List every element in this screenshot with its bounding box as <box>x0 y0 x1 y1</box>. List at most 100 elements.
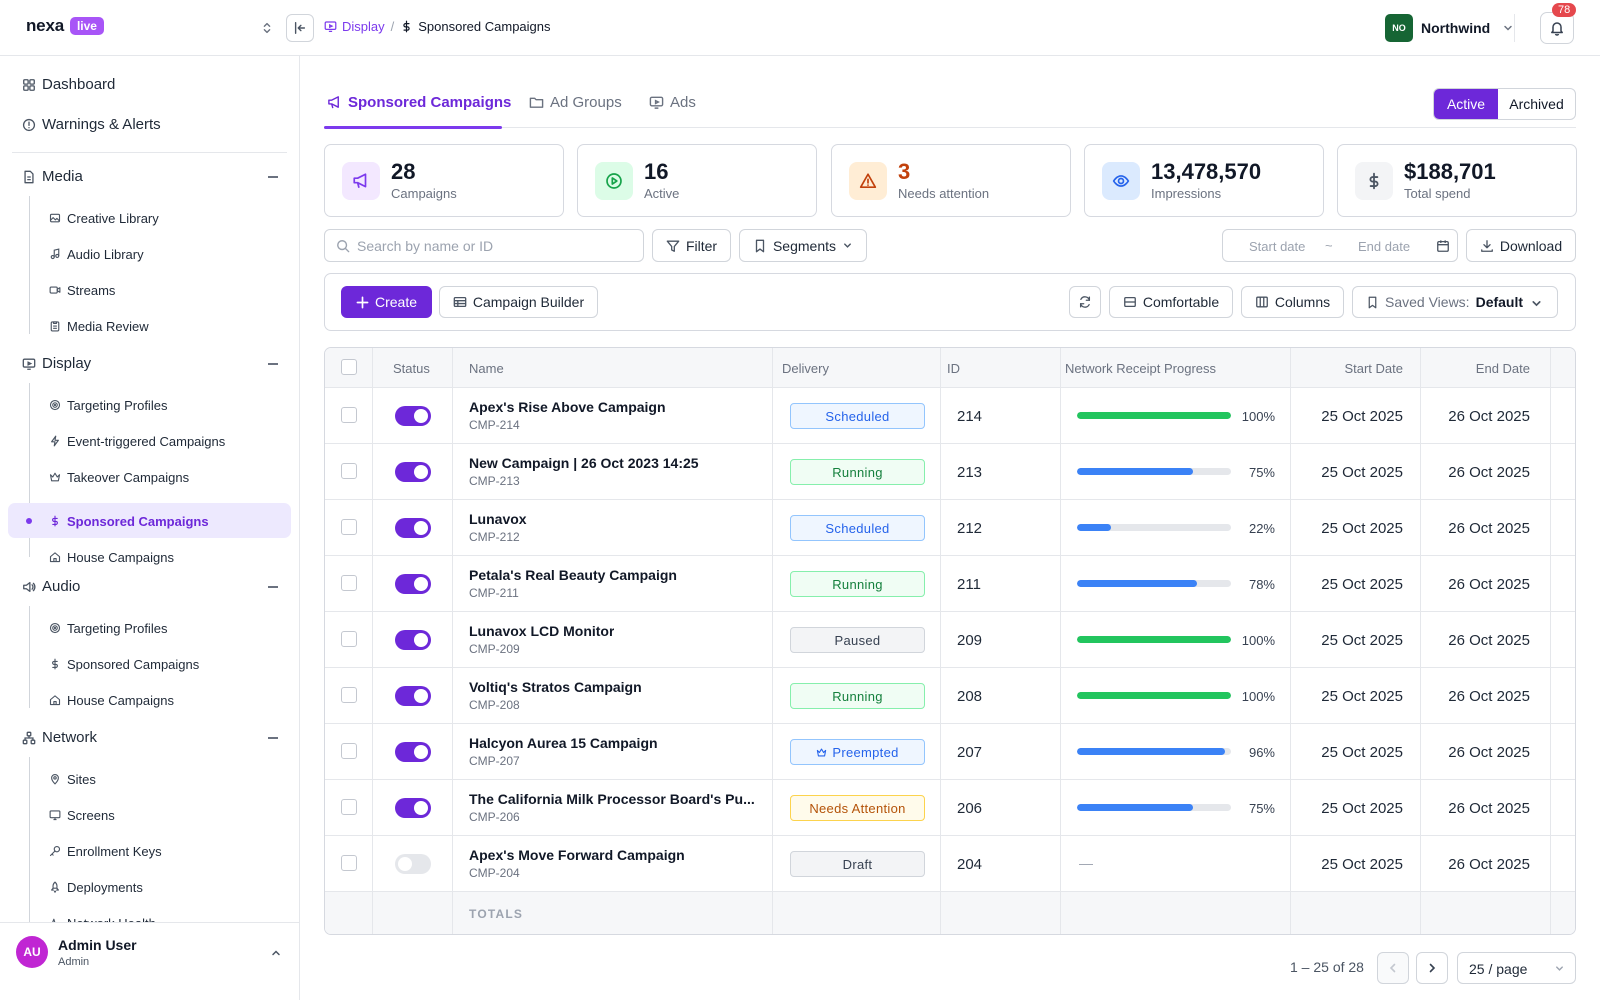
table-row[interactable]: Apex's Move Forward Campaign CMP-204 Draft… <box>325 836 1575 892</box>
table-row[interactable]: Apex's Rise Above Campaign CMP-214 Schedul… <box>325 388 1575 444</box>
segments-dropdown[interactable]: Segments <box>739 229 867 262</box>
row-checkbox[interactable] <box>341 463 357 479</box>
page-size-select[interactable]: 25 / page <box>1457 952 1576 984</box>
organization-switcher[interactable]: NO Northwind <box>1385 14 1514 42</box>
start-date-field[interactable]: Start date <box>1249 239 1306 254</box>
select-all-checkbox[interactable] <box>341 359 357 375</box>
status-toggle[interactable] <box>395 686 431 706</box>
table-row[interactable]: Petala's Real Beauty Campaign CMP-211 Runn… <box>325 556 1575 612</box>
saved-views-dropdown[interactable]: Saved Views: Default <box>1352 286 1558 318</box>
column-header-status[interactable]: Status <box>393 361 430 376</box>
column-header-end-date[interactable]: End Date <box>1475 361 1530 376</box>
sidebar-section-display[interactable]: Display <box>22 355 282 372</box>
collapse-section-icon[interactable] <box>268 363 278 365</box>
sidebar-item-audio-house-campaigns[interactable]: House Campaigns <box>49 690 174 710</box>
tab-sponsored-campaigns[interactable]: Sponsored Campaigns <box>327 94 511 111</box>
table-row[interactable]: Halcyon Aurea 15 Campaign CMP-207 Preempte… <box>325 724 1575 780</box>
sidebar-section-network[interactable]: Network <box>22 729 282 746</box>
refresh-button[interactable] <box>1069 286 1101 318</box>
column-header-progress[interactable]: Network Receipt Progress <box>1065 361 1216 376</box>
campaign-name[interactable]: Halcyon Aurea 15 Campaign <box>469 735 658 751</box>
progress-percent: 75% <box>1248 801 1275 816</box>
status-toggle[interactable] <box>395 406 431 426</box>
download-button[interactable]: Download <box>1466 229 1576 262</box>
sidebar-section-audio[interactable]: Audio <box>22 578 282 595</box>
segment-active[interactable]: Active <box>1434 89 1498 119</box>
sidebar-item-audio-library[interactable]: Audio Library <box>49 244 144 264</box>
sidebar-item-streams[interactable]: Streams <box>49 280 115 300</box>
column-header-name[interactable]: Name <box>469 361 504 376</box>
campaign-name[interactable]: Lunavox LCD Monitor <box>469 623 615 639</box>
tab-ad-groups[interactable]: Ad Groups <box>529 94 622 111</box>
breadcrumb-display[interactable]: Display <box>324 19 385 34</box>
end-date-field[interactable]: End date <box>1358 239 1411 254</box>
segment-archived[interactable]: Archived <box>1509 96 1564 112</box>
tab-ads[interactable]: Ads <box>649 94 696 111</box>
collapse-section-icon[interactable] <box>268 586 278 588</box>
row-checkbox[interactable] <box>341 855 357 871</box>
campaign-builder-button[interactable]: Campaign Builder <box>439 286 598 318</box>
progress-percent: 22% <box>1248 521 1275 536</box>
sidebar-item-media-review[interactable]: Media Review <box>49 316 149 336</box>
status-toggle[interactable] <box>395 574 431 594</box>
sidebar-item-audio-targeting-profiles[interactable]: Targeting Profiles <box>49 618 167 638</box>
row-checkbox[interactable] <box>341 407 357 423</box>
filter-button[interactable]: Filter <box>652 229 731 262</box>
campaign-name[interactable]: The California Milk Processor Board's Pu… <box>469 791 755 807</box>
campaign-name[interactable]: Voltiq's Stratos Campaign <box>469 679 642 695</box>
row-checkbox[interactable] <box>341 631 357 647</box>
sidebar-item-audio-sponsored-campaigns[interactable]: Sponsored Campaigns <box>49 654 199 674</box>
table-row[interactable]: New Campaign | 26 Oct 2023 14:25 CMP-213 R… <box>325 444 1575 500</box>
sidebar-item-display-house-campaigns[interactable]: House Campaigns <box>49 547 174 567</box>
sidebar-item-display-targeting-profiles[interactable]: Targeting Profiles <box>49 395 167 415</box>
status-toggle[interactable] <box>395 854 431 874</box>
sidebar-item-event-triggered-campaigns[interactable]: Event-triggered Campaigns <box>49 431 225 451</box>
tab-label: Sponsored Campaigns <box>348 94 512 111</box>
columns-button[interactable]: Columns <box>1241 286 1344 318</box>
collapse-section-icon[interactable] <box>268 176 278 178</box>
previous-page-button[interactable] <box>1377 952 1409 984</box>
sidebar-item-screens[interactable]: Screens <box>49 805 115 825</box>
campaign-name[interactable]: Apex's Rise Above Campaign <box>469 399 666 415</box>
table-row[interactable]: Voltiq's Stratos Campaign CMP-208 Running 2… <box>325 668 1575 724</box>
row-checkbox[interactable] <box>341 743 357 759</box>
search-input[interactable] <box>357 231 637 260</box>
column-header-id[interactable]: ID <box>947 361 960 376</box>
campaign-name[interactable]: Apex's Move Forward Campaign <box>469 847 685 863</box>
row-checkbox[interactable] <box>341 519 357 535</box>
create-button[interactable]: Create <box>341 286 432 318</box>
sidebar-item-deployments[interactable]: Deployments <box>49 877 143 897</box>
sidebar-item-takeover-campaigns[interactable]: Takeover Campaigns <box>49 467 189 487</box>
column-header-delivery[interactable]: Delivery <box>782 361 829 376</box>
sidebar-item-dashboard[interactable]: Dashboard <box>22 76 115 93</box>
status-toggle[interactable] <box>395 462 431 482</box>
date-range-picker[interactable]: Start date ~ End date <box>1222 229 1458 262</box>
sidebar-item-sites[interactable]: Sites <box>49 769 96 789</box>
density-button[interactable]: Comfortable <box>1109 286 1233 318</box>
campaign-name[interactable]: Petala's Real Beauty Campaign <box>469 567 677 583</box>
sidebar-item-display-sponsored-campaigns[interactable]: Sponsored Campaigns <box>49 511 209 531</box>
row-checkbox[interactable] <box>341 687 357 703</box>
campaign-name[interactable]: Lunavox <box>469 511 527 527</box>
row-checkbox[interactable] <box>341 575 357 591</box>
status-toggle[interactable] <box>395 798 431 818</box>
campaign-name[interactable]: New Campaign | 26 Oct 2023 14:25 <box>469 455 699 471</box>
collapse-section-icon[interactable] <box>268 737 278 739</box>
brand[interactable]: nexa live <box>26 16 104 36</box>
user-menu[interactable]: AU Admin User Admin <box>0 922 299 1000</box>
sidebar-item-creative-library[interactable]: Creative Library <box>49 208 159 228</box>
status-toggle[interactable] <box>395 742 431 762</box>
row-checkbox[interactable] <box>341 799 357 815</box>
table-row[interactable]: Lunavox LCD Monitor CMP-209 Paused 209 100% 2… <box>325 612 1575 668</box>
next-page-button[interactable] <box>1416 952 1448 984</box>
switch-workspace-icon[interactable] <box>260 20 274 36</box>
table-row[interactable]: Lunavox CMP-212 Scheduled 212 22% 25 Oct 2025… <box>325 500 1575 556</box>
table-row[interactable]: The California Milk Processor Board's Pu… <box>325 780 1575 836</box>
sidebar-item-enrollment-keys[interactable]: Enrollment Keys <box>49 841 162 861</box>
sidebar-section-media[interactable]: Media <box>22 168 282 185</box>
sidebar-item-warnings-alerts[interactable]: Warnings & Alerts <box>22 116 161 133</box>
column-header-start-date[interactable]: Start Date <box>1344 361 1403 376</box>
collapse-sidebar-button[interactable] <box>286 14 314 42</box>
status-toggle[interactable] <box>395 518 431 538</box>
status-toggle[interactable] <box>395 630 431 650</box>
